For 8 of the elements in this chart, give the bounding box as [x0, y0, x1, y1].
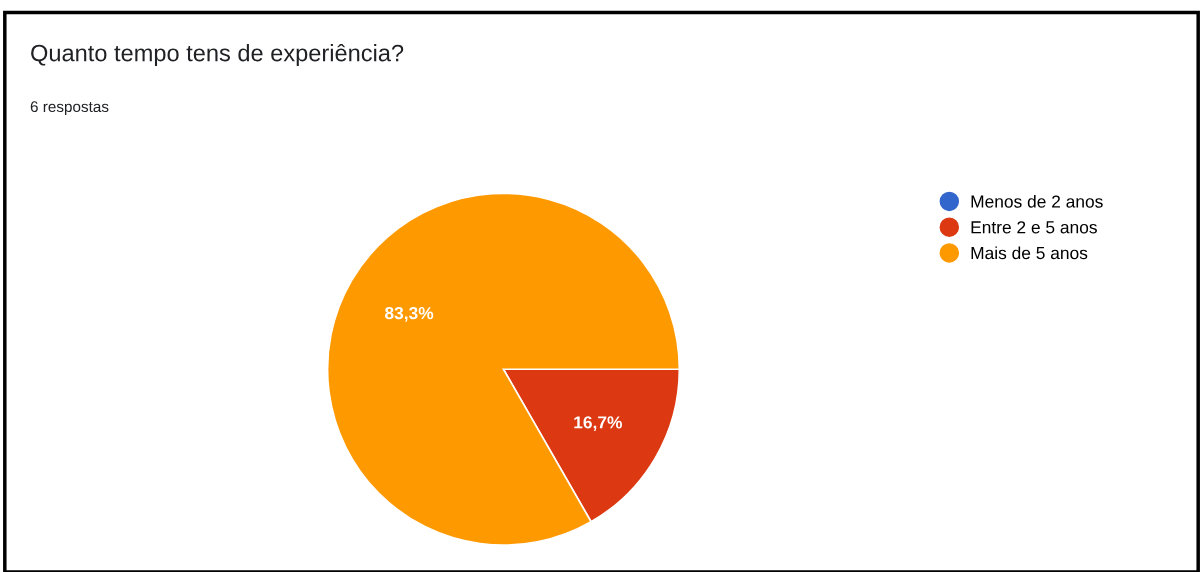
- pie-slice: [326, 192, 681, 546]
- legend-label: Menos de 2 anos: [971, 194, 1103, 208]
- legend-label: Entre 2 e 5 anos: [971, 221, 1097, 234]
- text: 6 respostas: [30, 101, 109, 116]
- data-label: 16,7%: [574, 416, 622, 432]
- data-label: 83,3%: [385, 306, 434, 322]
- legend-label: Mais de 5 anos: [971, 246, 1088, 260]
- chart-title: Quanto tempo tens de experiência?: [31, 43, 404, 67]
